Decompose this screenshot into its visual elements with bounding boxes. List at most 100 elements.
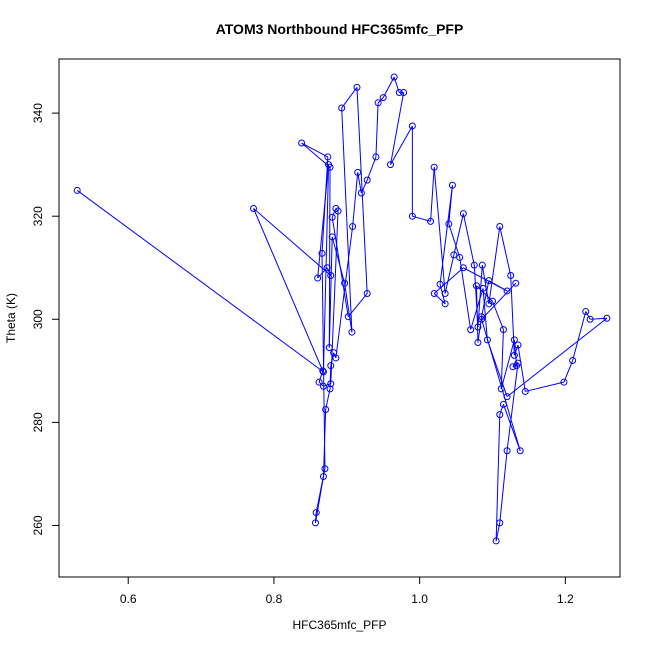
data-point xyxy=(344,313,352,321)
series-line-segment xyxy=(439,185,453,285)
data-point xyxy=(450,251,458,259)
series-line-segment xyxy=(344,283,353,333)
x-axis-label: HFC365mfc_PFP xyxy=(292,618,386,632)
series-line-segment xyxy=(482,288,488,340)
data-point xyxy=(503,393,511,401)
series-line-segment xyxy=(430,167,435,222)
data-point xyxy=(459,264,467,272)
series-line-segment xyxy=(517,344,526,392)
data-point xyxy=(408,122,416,130)
data-point xyxy=(332,354,340,362)
data-point xyxy=(569,357,577,365)
series-line-segment xyxy=(475,285,479,343)
series-line-segment xyxy=(499,404,504,415)
data-point xyxy=(430,163,438,171)
series-line-segment xyxy=(502,404,521,451)
data-point xyxy=(489,297,496,305)
data-point xyxy=(470,261,478,269)
series-line-segment xyxy=(382,76,395,98)
data-point xyxy=(496,223,504,231)
data-point xyxy=(315,378,323,386)
data-point xyxy=(586,315,594,323)
data-point xyxy=(354,168,362,176)
data-point xyxy=(499,326,507,334)
data-point xyxy=(560,378,568,386)
data-point xyxy=(474,323,482,331)
series-line-segment xyxy=(513,344,519,356)
data-point xyxy=(503,287,511,295)
series-line-segment xyxy=(488,226,501,304)
x-tick-label: 0.8 xyxy=(266,592,283,606)
data-point xyxy=(427,217,435,225)
data-point xyxy=(478,313,486,321)
series-line-segment xyxy=(499,226,512,276)
data-point xyxy=(73,186,81,194)
data-point xyxy=(321,465,329,473)
series-line-segment xyxy=(301,142,329,158)
series-line-segment xyxy=(433,167,446,294)
series-line-segment xyxy=(585,311,591,320)
data-point xyxy=(478,261,486,269)
data-point xyxy=(456,253,464,261)
data-point xyxy=(363,176,371,184)
data-point xyxy=(328,233,336,241)
data-point xyxy=(448,181,456,189)
data-point xyxy=(322,405,330,413)
data-point xyxy=(363,290,371,298)
series-line-segment xyxy=(253,208,324,372)
data-point xyxy=(348,328,356,336)
data-point xyxy=(459,210,467,218)
data-point xyxy=(436,280,444,288)
data-point xyxy=(311,519,319,527)
data-point xyxy=(485,277,493,285)
data-point xyxy=(497,385,505,393)
data-point xyxy=(467,326,475,334)
series-line-segment xyxy=(448,223,461,258)
series-line-segment xyxy=(325,388,331,410)
series-line-segment xyxy=(360,179,368,194)
series-line-segment xyxy=(375,102,379,157)
y-tick-label: 280 xyxy=(31,412,45,432)
x-tick-label: 0.6 xyxy=(120,592,137,606)
series-line-segment xyxy=(322,409,327,477)
plot-frame xyxy=(58,58,621,578)
series-line-segment xyxy=(328,167,331,348)
y-tick-label: 340 xyxy=(31,103,45,123)
data-point xyxy=(298,139,306,147)
data-point xyxy=(341,279,349,287)
series-line-segment xyxy=(329,365,332,389)
series-line-segment xyxy=(352,172,359,227)
data-point xyxy=(327,271,335,279)
series-line-segment xyxy=(481,319,521,451)
data-point xyxy=(441,300,449,308)
data-point xyxy=(327,362,335,370)
data-point xyxy=(408,212,416,220)
data-point xyxy=(319,382,327,390)
data-point xyxy=(326,163,334,171)
data-point xyxy=(521,387,529,395)
data-point xyxy=(516,447,524,455)
data-point xyxy=(395,89,403,97)
data-point xyxy=(319,472,327,480)
data-point xyxy=(357,189,365,197)
data-point xyxy=(512,279,520,287)
series-line-segment xyxy=(341,107,353,333)
data-point xyxy=(492,537,500,545)
data-point xyxy=(479,284,487,292)
data-point xyxy=(509,363,517,371)
data-point xyxy=(338,104,346,112)
data-point xyxy=(379,94,387,102)
series-line-segment xyxy=(481,265,490,304)
x-tick-label: 1.2 xyxy=(557,592,574,606)
series-line-segment xyxy=(495,414,501,541)
data-point xyxy=(496,411,504,419)
x-tick-label: 1.0 xyxy=(411,592,428,606)
data-point xyxy=(603,314,611,322)
series-line-segment xyxy=(390,92,405,165)
data-point xyxy=(503,447,511,455)
data-point xyxy=(510,351,518,359)
series-line-segment xyxy=(253,208,332,276)
series-line-segment xyxy=(572,311,587,361)
series-line-segment xyxy=(335,226,354,359)
